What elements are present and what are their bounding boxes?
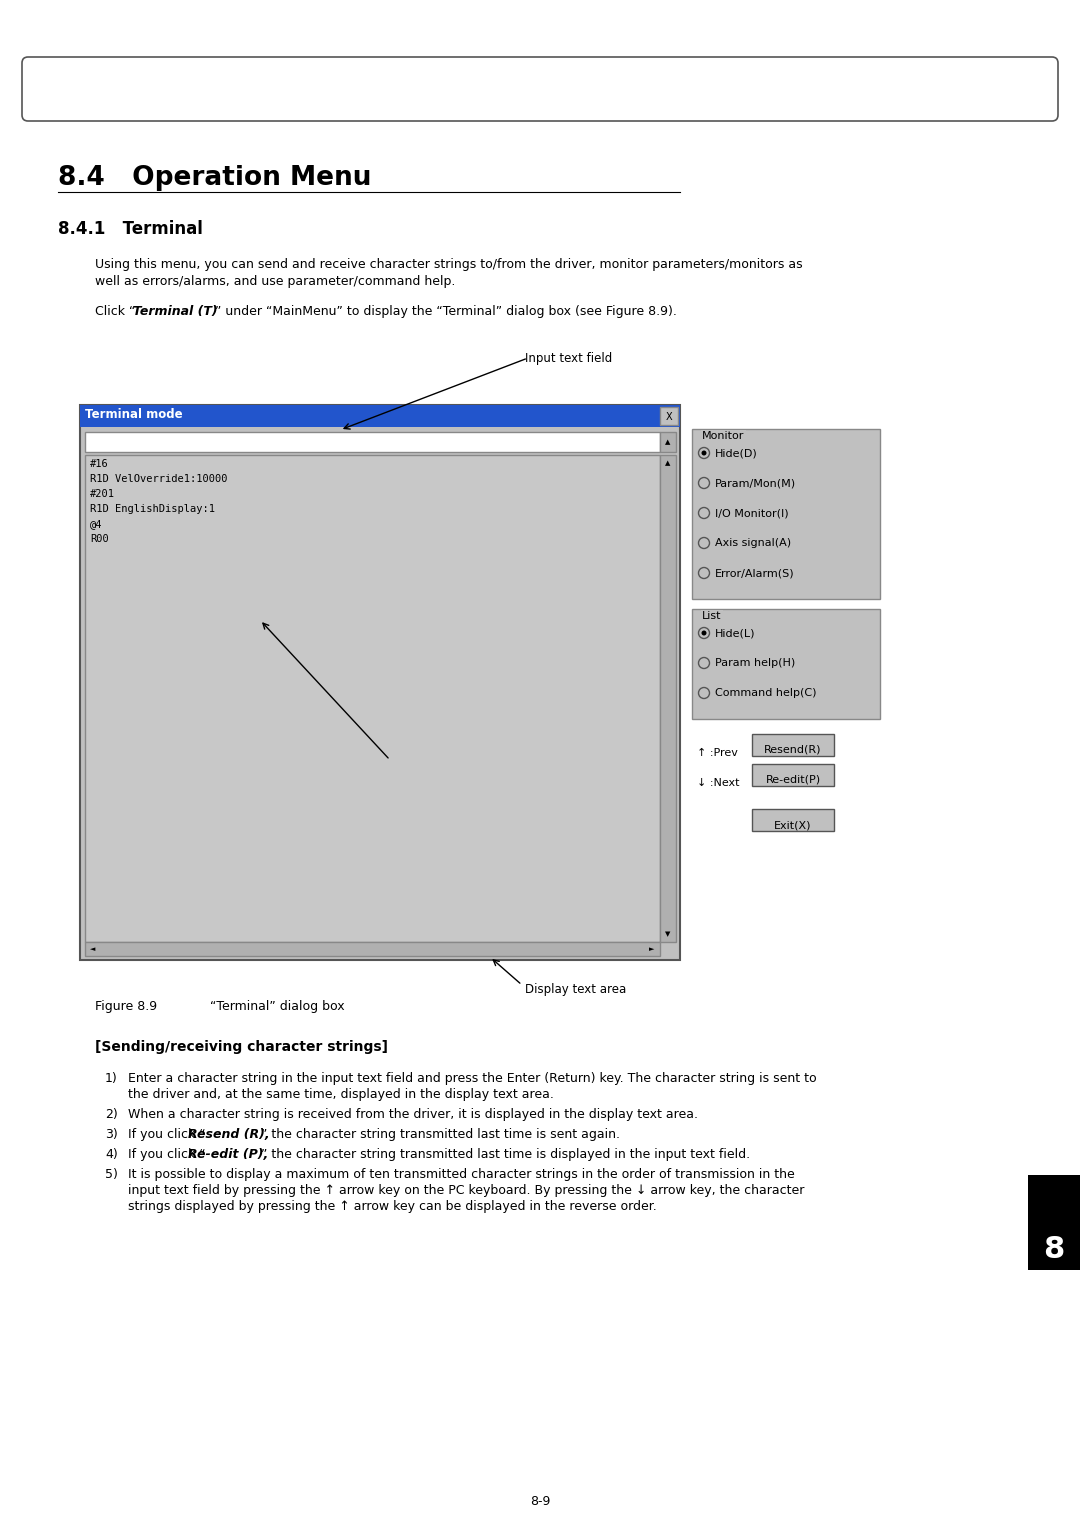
Text: ◄: ◄ — [91, 946, 96, 952]
Text: Using this menu, you can send and receive character strings to/from the driver, : Using this menu, you can send and receiv… — [95, 258, 802, 270]
Circle shape — [702, 451, 706, 455]
Text: @4: @4 — [90, 520, 103, 529]
FancyBboxPatch shape — [752, 808, 834, 831]
Bar — [80, 405, 680, 960]
Circle shape — [699, 567, 710, 579]
Text: ↑ :Prev: ↑ :Prev — [697, 749, 738, 758]
Text: 8.4.1   Terminal: 8.4.1 Terminal — [58, 220, 203, 238]
Text: strings displayed by pressing the ↑ arrow key can be displayed in the reverse or: strings displayed by pressing the ↑ arro… — [129, 1199, 657, 1213]
FancyBboxPatch shape — [752, 733, 834, 756]
Text: R00: R00 — [90, 533, 109, 544]
Circle shape — [699, 688, 710, 698]
Circle shape — [699, 538, 710, 549]
Text: 4): 4) — [105, 1148, 118, 1161]
Text: well as errors/alarms, and use parameter/command help.: well as errors/alarms, and use parameter… — [95, 275, 456, 287]
Text: ▼: ▼ — [665, 931, 671, 937]
Bar — [660, 406, 678, 425]
Text: When a character string is received from the driver, it is displayed in the disp: When a character string is received from… — [129, 1108, 698, 1122]
Text: Command help(C): Command help(C) — [715, 688, 816, 698]
Text: ▲: ▲ — [665, 439, 671, 445]
Text: Input text field: Input text field — [525, 351, 612, 365]
Text: ” the character string transmitted last time is sent again.: ” the character string transmitted last … — [261, 1128, 620, 1141]
Text: List: List — [702, 611, 721, 620]
Bar — [80, 405, 680, 426]
Text: the driver and, at the same time, displayed in the display text area.: the driver and, at the same time, displa… — [129, 1088, 554, 1102]
Text: 8: 8 — [1043, 1235, 1065, 1264]
Text: Monitor: Monitor — [702, 431, 744, 442]
Text: Enter a character string in the input text field and press the Enter (Return) ke: Enter a character string in the input te… — [129, 1073, 816, 1085]
Text: 5): 5) — [105, 1167, 118, 1181]
Bar — [1028, 1175, 1080, 1270]
Text: ↓ :Next: ↓ :Next — [697, 778, 740, 788]
Text: Param help(H): Param help(H) — [715, 659, 795, 668]
Text: ” the character string transmitted last time is displayed in the input text fiel: ” the character string transmitted last … — [261, 1148, 751, 1161]
Text: Display text area: Display text area — [525, 983, 626, 996]
Bar — [85, 432, 660, 452]
Bar — [85, 455, 660, 941]
Bar — [692, 429, 880, 599]
Text: If you click “: If you click “ — [129, 1128, 205, 1141]
Text: #201: #201 — [90, 489, 114, 500]
Text: Terminal mode: Terminal mode — [85, 408, 183, 422]
Text: Terminal (T): Terminal (T) — [133, 306, 218, 318]
Text: Re-edit (P),: Re-edit (P), — [188, 1148, 268, 1161]
Circle shape — [699, 477, 710, 489]
Text: 1): 1) — [105, 1073, 118, 1085]
Text: 2): 2) — [105, 1108, 118, 1122]
Bar — [660, 432, 676, 452]
Bar — [85, 941, 660, 957]
Text: Re-edit(P): Re-edit(P) — [766, 775, 821, 785]
Text: I/O Monitor(I): I/O Monitor(I) — [715, 507, 788, 518]
Text: Resend(R): Resend(R) — [765, 746, 822, 755]
Text: input text field by pressing the ↑ arrow key on the PC keyboard. By pressing the: input text field by pressing the ↑ arrow… — [129, 1184, 805, 1196]
Text: Error/Alarm(S): Error/Alarm(S) — [715, 568, 795, 578]
Text: 8.4   Operation Menu: 8.4 Operation Menu — [58, 165, 372, 191]
Text: Figure 8.9: Figure 8.9 — [95, 999, 157, 1013]
Circle shape — [699, 507, 710, 518]
Text: Exit(X): Exit(X) — [774, 821, 812, 830]
Text: Hide(L): Hide(L) — [715, 628, 756, 639]
Text: Hide(D): Hide(D) — [715, 448, 758, 458]
Text: Param/Mon(M): Param/Mon(M) — [715, 478, 796, 487]
Text: R1D EnglishDisplay:1: R1D EnglishDisplay:1 — [90, 504, 215, 513]
Text: 3): 3) — [105, 1128, 118, 1141]
Text: If you click “: If you click “ — [129, 1148, 205, 1161]
Text: 8-9: 8-9 — [530, 1494, 550, 1508]
Text: Axis signal(A): Axis signal(A) — [715, 538, 792, 549]
Circle shape — [702, 631, 706, 636]
Circle shape — [699, 628, 710, 639]
Text: ►: ► — [649, 946, 654, 952]
Text: [Sending/receiving character strings]: [Sending/receiving character strings] — [95, 1041, 388, 1054]
Circle shape — [699, 448, 710, 458]
Circle shape — [699, 657, 710, 669]
Text: It is possible to display a maximum of ten transmitted character strings in the : It is possible to display a maximum of t… — [129, 1167, 795, 1181]
Bar — [692, 610, 880, 720]
Bar — [660, 455, 676, 941]
Text: Click “: Click “ — [95, 306, 135, 318]
Text: ” under “MainMenu” to display the “Terminal” dialog box (see Figure 8.9).: ” under “MainMenu” to display the “Termi… — [215, 306, 677, 318]
FancyBboxPatch shape — [22, 57, 1058, 121]
Text: “Terminal” dialog box: “Terminal” dialog box — [210, 999, 345, 1013]
Text: X: X — [665, 413, 673, 422]
Text: ▲: ▲ — [665, 460, 671, 466]
Text: #16: #16 — [90, 458, 109, 469]
Text: R1D VelOverride1:10000: R1D VelOverride1:10000 — [90, 474, 228, 484]
Text: Resend (R),: Resend (R), — [188, 1128, 270, 1141]
FancyBboxPatch shape — [752, 764, 834, 785]
